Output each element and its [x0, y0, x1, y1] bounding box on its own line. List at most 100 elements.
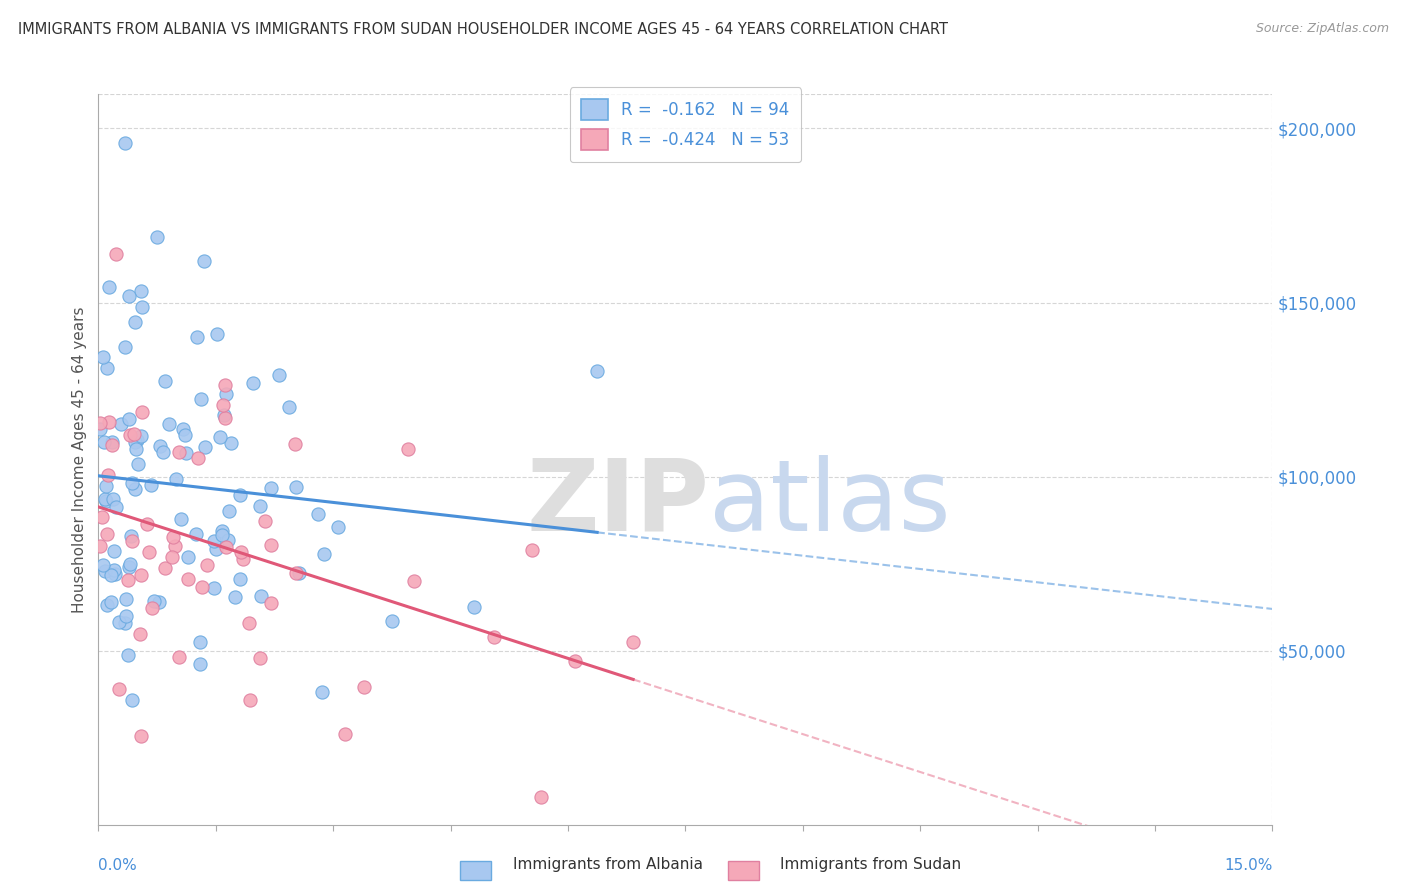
- Point: [215, 541, 238, 555]
- Point: [193, 254, 215, 268]
- Point: [311, 685, 333, 699]
- Point: [103, 544, 125, 558]
- Point: [120, 528, 142, 542]
- Point: [214, 378, 236, 392]
- Point: [174, 446, 197, 460]
- Point: [94, 494, 117, 508]
- Point: [160, 549, 183, 564]
- Point: [530, 790, 553, 805]
- Point: [285, 480, 308, 494]
- Point: [231, 545, 253, 559]
- Point: [110, 417, 132, 431]
- Point: [260, 596, 283, 610]
- Point: [94, 479, 117, 493]
- Point: [148, 595, 170, 609]
- Text: ZIP: ZIP: [526, 455, 709, 552]
- Point: [239, 693, 262, 707]
- Point: [195, 558, 218, 572]
- Point: [101, 435, 124, 450]
- Point: [114, 136, 136, 151]
- Point: [249, 650, 271, 665]
- Text: Immigrants from Albania: Immigrants from Albania: [513, 857, 703, 872]
- Point: [118, 428, 141, 442]
- Point: [224, 591, 246, 605]
- Point: [621, 635, 644, 649]
- Point: [208, 430, 231, 444]
- Point: [122, 427, 145, 442]
- Point: [114, 591, 136, 606]
- Point: [125, 442, 148, 456]
- Point: [218, 504, 240, 518]
- Point: [586, 364, 609, 378]
- Point: [143, 593, 166, 607]
- Point: [124, 315, 146, 329]
- Point: [101, 491, 124, 506]
- Text: atlas: atlas: [709, 455, 950, 552]
- Point: [314, 547, 336, 561]
- Point: [267, 368, 290, 383]
- Point: [97, 468, 120, 483]
- Point: [108, 681, 131, 696]
- Point: [285, 566, 308, 581]
- Point: [96, 360, 118, 375]
- Legend: R =  -0.162   N = 94, R =  -0.424   N = 53: R = -0.162 N = 94, R = -0.424 N = 53: [569, 87, 801, 161]
- Point: [118, 559, 141, 574]
- Point: [482, 630, 505, 644]
- Point: [194, 440, 217, 454]
- Point: [177, 550, 200, 565]
- Point: [89, 422, 111, 436]
- Point: [277, 400, 299, 414]
- Point: [94, 565, 117, 579]
- Point: [202, 581, 225, 595]
- Point: [138, 544, 160, 558]
- Point: [91, 558, 114, 573]
- Point: [129, 729, 152, 743]
- Point: [165, 472, 187, 486]
- Point: [89, 539, 111, 553]
- Point: [177, 572, 200, 586]
- Point: [463, 599, 485, 614]
- Point: [186, 329, 208, 343]
- Point: [188, 635, 211, 649]
- Point: [396, 442, 419, 456]
- Point: [89, 416, 111, 430]
- Point: [146, 229, 169, 244]
- Point: [149, 439, 172, 453]
- Point: [167, 445, 190, 459]
- Point: [101, 438, 124, 452]
- Point: [174, 427, 197, 442]
- Point: [250, 589, 273, 603]
- Point: [153, 374, 176, 388]
- Point: [212, 409, 235, 423]
- Point: [115, 608, 138, 623]
- Point: [98, 415, 121, 429]
- Point: [219, 435, 242, 450]
- Point: [232, 552, 254, 566]
- Point: [117, 574, 139, 588]
- Point: [211, 524, 233, 538]
- Point: [98, 280, 121, 294]
- Point: [284, 436, 307, 450]
- Point: [152, 445, 174, 459]
- Point: [94, 491, 117, 506]
- Point: [211, 528, 233, 542]
- Point: [187, 451, 209, 466]
- Point: [333, 727, 356, 741]
- Text: 0.0%: 0.0%: [98, 858, 138, 873]
- Point: [260, 537, 283, 551]
- Point: [205, 327, 228, 342]
- Point: [136, 517, 159, 532]
- Point: [249, 499, 271, 513]
- Point: [186, 527, 208, 541]
- Point: [124, 482, 146, 496]
- Point: [287, 566, 309, 581]
- Point: [118, 558, 141, 572]
- Point: [520, 543, 543, 558]
- Point: [253, 514, 276, 528]
- Point: [103, 564, 125, 578]
- Point: [162, 530, 184, 544]
- Point: [229, 488, 252, 502]
- Point: [96, 599, 118, 613]
- Point: [202, 534, 225, 549]
- Point: [129, 429, 152, 443]
